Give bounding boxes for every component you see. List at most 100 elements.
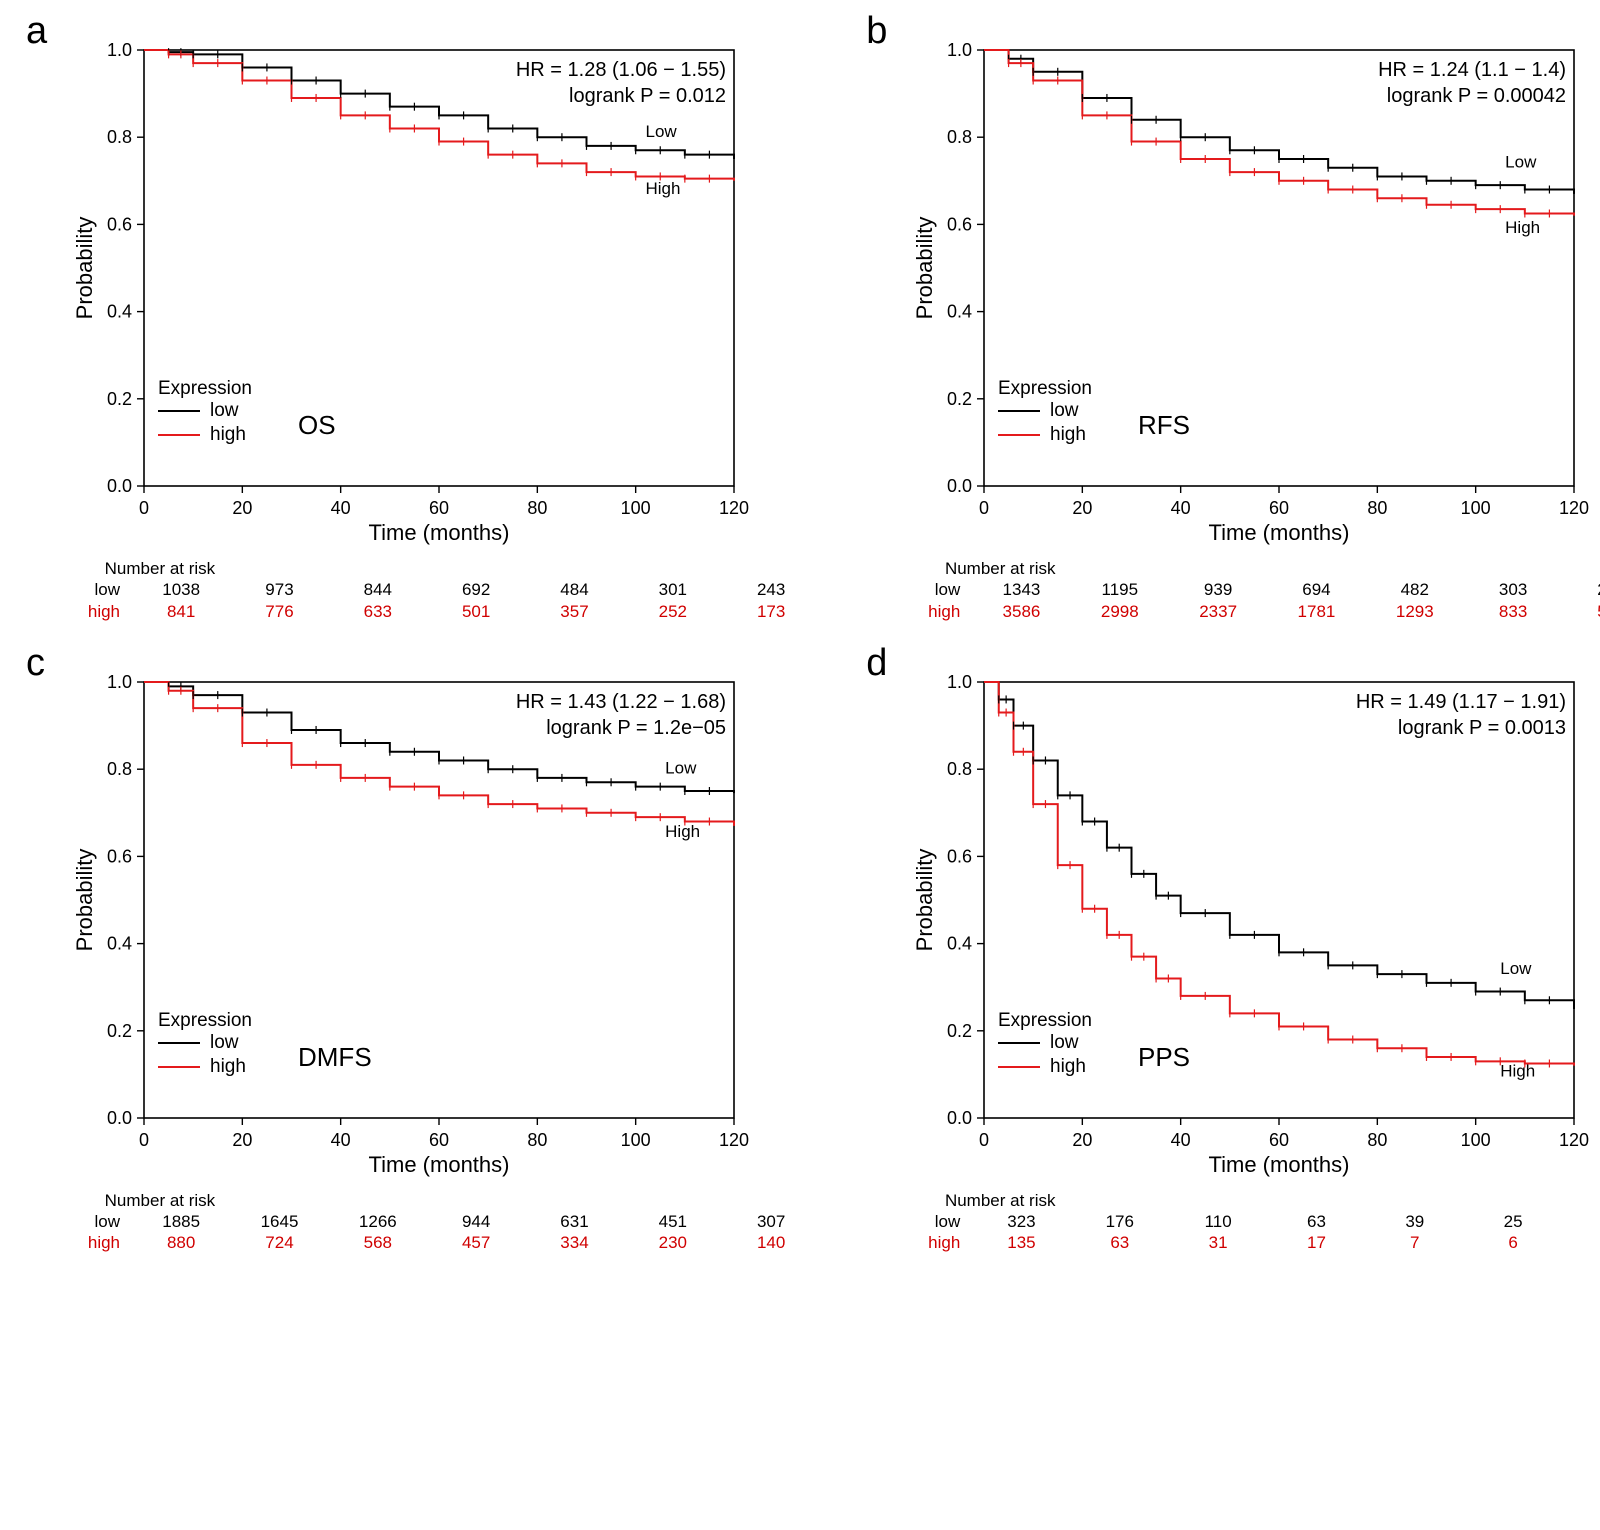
ytick-label: 0.2 [107, 389, 132, 409]
xtick-label: 100 [621, 1130, 651, 1150]
risk-cell: 568 [329, 1232, 427, 1253]
panel-b: b 0204060801001200.00.20.40.60.81.0Time … [860, 20, 1600, 622]
xtick-label: 0 [979, 498, 989, 518]
xtick-label: 80 [1368, 1130, 1388, 1150]
risk-cell: 1266 [329, 1211, 427, 1232]
ytick-label: 0.8 [947, 127, 972, 147]
xtick-label: 40 [1171, 498, 1191, 518]
risk-cell: 3586 [972, 601, 1070, 622]
ytick-label: 0.4 [947, 933, 972, 953]
logrank-text: logrank P = 0.012 [569, 85, 726, 107]
panel-letter: d [866, 642, 887, 685]
ytick-label: 1.0 [947, 40, 972, 60]
xtick-label: 0 [979, 1130, 989, 1150]
endpoint-label: OS [298, 410, 336, 440]
endpoint-label: RFS [1138, 410, 1190, 440]
risk-cell: 1195 [1071, 579, 1169, 600]
risk-cell: 135 [972, 1232, 1070, 1253]
km-plot-d: 0204060801001200.00.20.40.60.81.0Time (m… [912, 664, 1592, 1184]
risk-cell: 844 [329, 579, 427, 600]
risk-cell: 63 [1071, 1232, 1169, 1253]
risk-cell: 252 [624, 601, 722, 622]
xtick-label: 120 [1559, 1130, 1589, 1150]
risk-header: Number at risk [72, 558, 820, 579]
risk-cell: 880 [132, 1232, 230, 1253]
xtick-label: 80 [527, 1130, 547, 1150]
legend-label-low: low [1050, 400, 1079, 421]
legend-title: Expression [158, 1010, 252, 1031]
ytick-label: 0.4 [107, 933, 132, 953]
km-plot-a: 0204060801001200.00.20.40.60.81.0Time (m… [72, 32, 752, 552]
risk-row-label-high-color: high [912, 601, 972, 622]
ytick-label: 0.2 [107, 1021, 132, 1041]
xtick-label: 100 [1461, 1130, 1491, 1150]
curve-label-high: High [1501, 1061, 1536, 1080]
xtick-label: 60 [429, 498, 449, 518]
risk-row-label-low-color: low [912, 1211, 972, 1232]
xtick-label: 80 [1368, 498, 1388, 518]
risk-table: Number at risklow1038973844692484301243h… [72, 558, 820, 622]
ytick-label: 0.0 [107, 1108, 132, 1128]
curve-label-low: Low [665, 758, 697, 777]
risk-cell: 724 [230, 1232, 328, 1253]
legend-label-high: high [210, 424, 246, 445]
hr-text: HR = 1.24 (1.1 − 1.4) [1378, 59, 1566, 81]
ytick-label: 0.2 [947, 389, 972, 409]
km-plot-c: 0204060801001200.00.20.40.60.81.0Time (m… [72, 664, 752, 1184]
risk-cell: 176 [1071, 1211, 1169, 1232]
risk-cell: 6 [1464, 1232, 1562, 1253]
risk-cell: 2998 [1071, 601, 1169, 622]
ytick-label: 1.0 [947, 672, 972, 692]
legend-label-high: high [1050, 424, 1086, 445]
panel-letter: a [26, 10, 47, 53]
xlabel: Time (months) [369, 1152, 510, 1177]
hr-text: HR = 1.49 (1.17 − 1.91) [1356, 691, 1566, 713]
risk-header: Number at risk [912, 1190, 1600, 1211]
risk-cell: 1343 [972, 579, 1070, 600]
risk-cell: 944 [427, 1211, 525, 1232]
xtick-label: 20 [1073, 498, 1093, 518]
legend-title: Expression [998, 378, 1092, 399]
ytick-label: 0.8 [107, 759, 132, 779]
km-plot-b: 0204060801001200.00.20.40.60.81.0Time (m… [912, 32, 1592, 552]
ytick-label: 0.4 [947, 302, 972, 322]
xtick-label: 60 [1269, 1130, 1289, 1150]
risk-row-label-low-color: low [912, 579, 972, 600]
curve-label-low: Low [646, 122, 678, 141]
risk-cell: 243 [722, 579, 820, 600]
risk-cell: 25 [1464, 1211, 1562, 1232]
risk-cell: 17 [1267, 1232, 1365, 1253]
xtick-label: 120 [719, 1130, 749, 1150]
risk-cell: 16 [1562, 1211, 1600, 1232]
risk-cell: 63 [1267, 1211, 1365, 1232]
risk-cell: 31 [1169, 1232, 1267, 1253]
xtick-label: 20 [232, 1130, 252, 1150]
ytick-label: 0.0 [947, 476, 972, 496]
xlabel: Time (months) [1209, 1152, 1350, 1177]
figure-grid: a 0204060801001200.00.20.40.60.81.0Time … [20, 20, 1580, 1254]
legend-label-low: low [210, 1032, 239, 1053]
risk-row-label-high-color: high [912, 1232, 972, 1253]
hr-text: HR = 1.43 (1.22 − 1.68) [516, 691, 726, 713]
risk-cell: 230 [624, 1232, 722, 1253]
xtick-label: 0 [139, 498, 149, 518]
endpoint-label: PPS [1138, 1042, 1190, 1072]
risk-cell: 323 [972, 1211, 1070, 1232]
xtick-label: 40 [1171, 1130, 1191, 1150]
risk-table: Number at risklow32317611063392516high13… [912, 1190, 1600, 1254]
xtick-label: 20 [1073, 1130, 1093, 1150]
ytick-label: 0.6 [947, 214, 972, 234]
ytick-label: 0.6 [107, 214, 132, 234]
ytick-label: 0.6 [947, 846, 972, 866]
ytick-label: 0.4 [107, 302, 132, 322]
risk-cell: 516 [1562, 601, 1600, 622]
curve-high [984, 682, 1574, 1066]
risk-cell: 357 [525, 601, 623, 622]
xtick-label: 0 [139, 1130, 149, 1150]
ytick-label: 0.2 [947, 1021, 972, 1041]
hr-text: HR = 1.28 (1.06 − 1.55) [516, 59, 726, 81]
ytick-label: 0.0 [107, 476, 132, 496]
risk-cell: 501 [427, 601, 525, 622]
curve-label-high: High [1505, 218, 1540, 237]
legend-title: Expression [158, 378, 252, 399]
